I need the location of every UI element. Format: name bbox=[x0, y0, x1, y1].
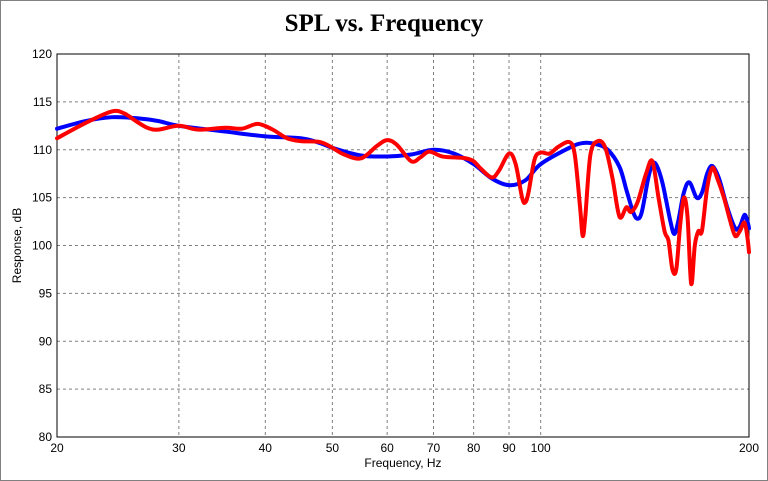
y-tick-label: 95 bbox=[39, 286, 53, 300]
y-tick-label: 85 bbox=[39, 382, 53, 396]
series-1-line bbox=[55, 115, 751, 237]
y-axis-label: Response, dB bbox=[10, 208, 24, 283]
y-tick-label: 100 bbox=[32, 239, 52, 253]
series-lines bbox=[55, 108, 751, 286]
x-axis-label: Frequency, Hz bbox=[364, 456, 441, 470]
x-tick-label: 20 bbox=[50, 441, 64, 455]
grid-lines bbox=[57, 54, 749, 437]
y-tick-label: 120 bbox=[32, 47, 52, 61]
y-tick-label: 80 bbox=[39, 430, 53, 444]
x-tick-label: 30 bbox=[172, 441, 186, 455]
y-tick-label: 105 bbox=[32, 191, 52, 205]
x-tick-label: 100 bbox=[531, 441, 551, 455]
x-tick-label: 90 bbox=[502, 441, 516, 455]
y-tick-label: 110 bbox=[33, 143, 52, 157]
y-tick-label: 115 bbox=[33, 95, 52, 109]
series-2-line bbox=[55, 108, 751, 286]
x-tick-label: 200 bbox=[739, 441, 759, 455]
x-tick-label: 40 bbox=[259, 441, 273, 455]
x-tick-label: 50 bbox=[326, 441, 340, 455]
x-tick-label: 60 bbox=[380, 441, 394, 455]
x-tick-label: 70 bbox=[427, 441, 441, 455]
tick-labels: 20 30 40 50 60 70 80 90 100 200 80 85 90 95 100 105 110 1… bbox=[32, 47, 759, 455]
y-tick-label: 90 bbox=[39, 334, 53, 348]
chart-title: SPL vs. Frequency bbox=[284, 10, 484, 37]
x-tick-label: 80 bbox=[467, 441, 481, 455]
